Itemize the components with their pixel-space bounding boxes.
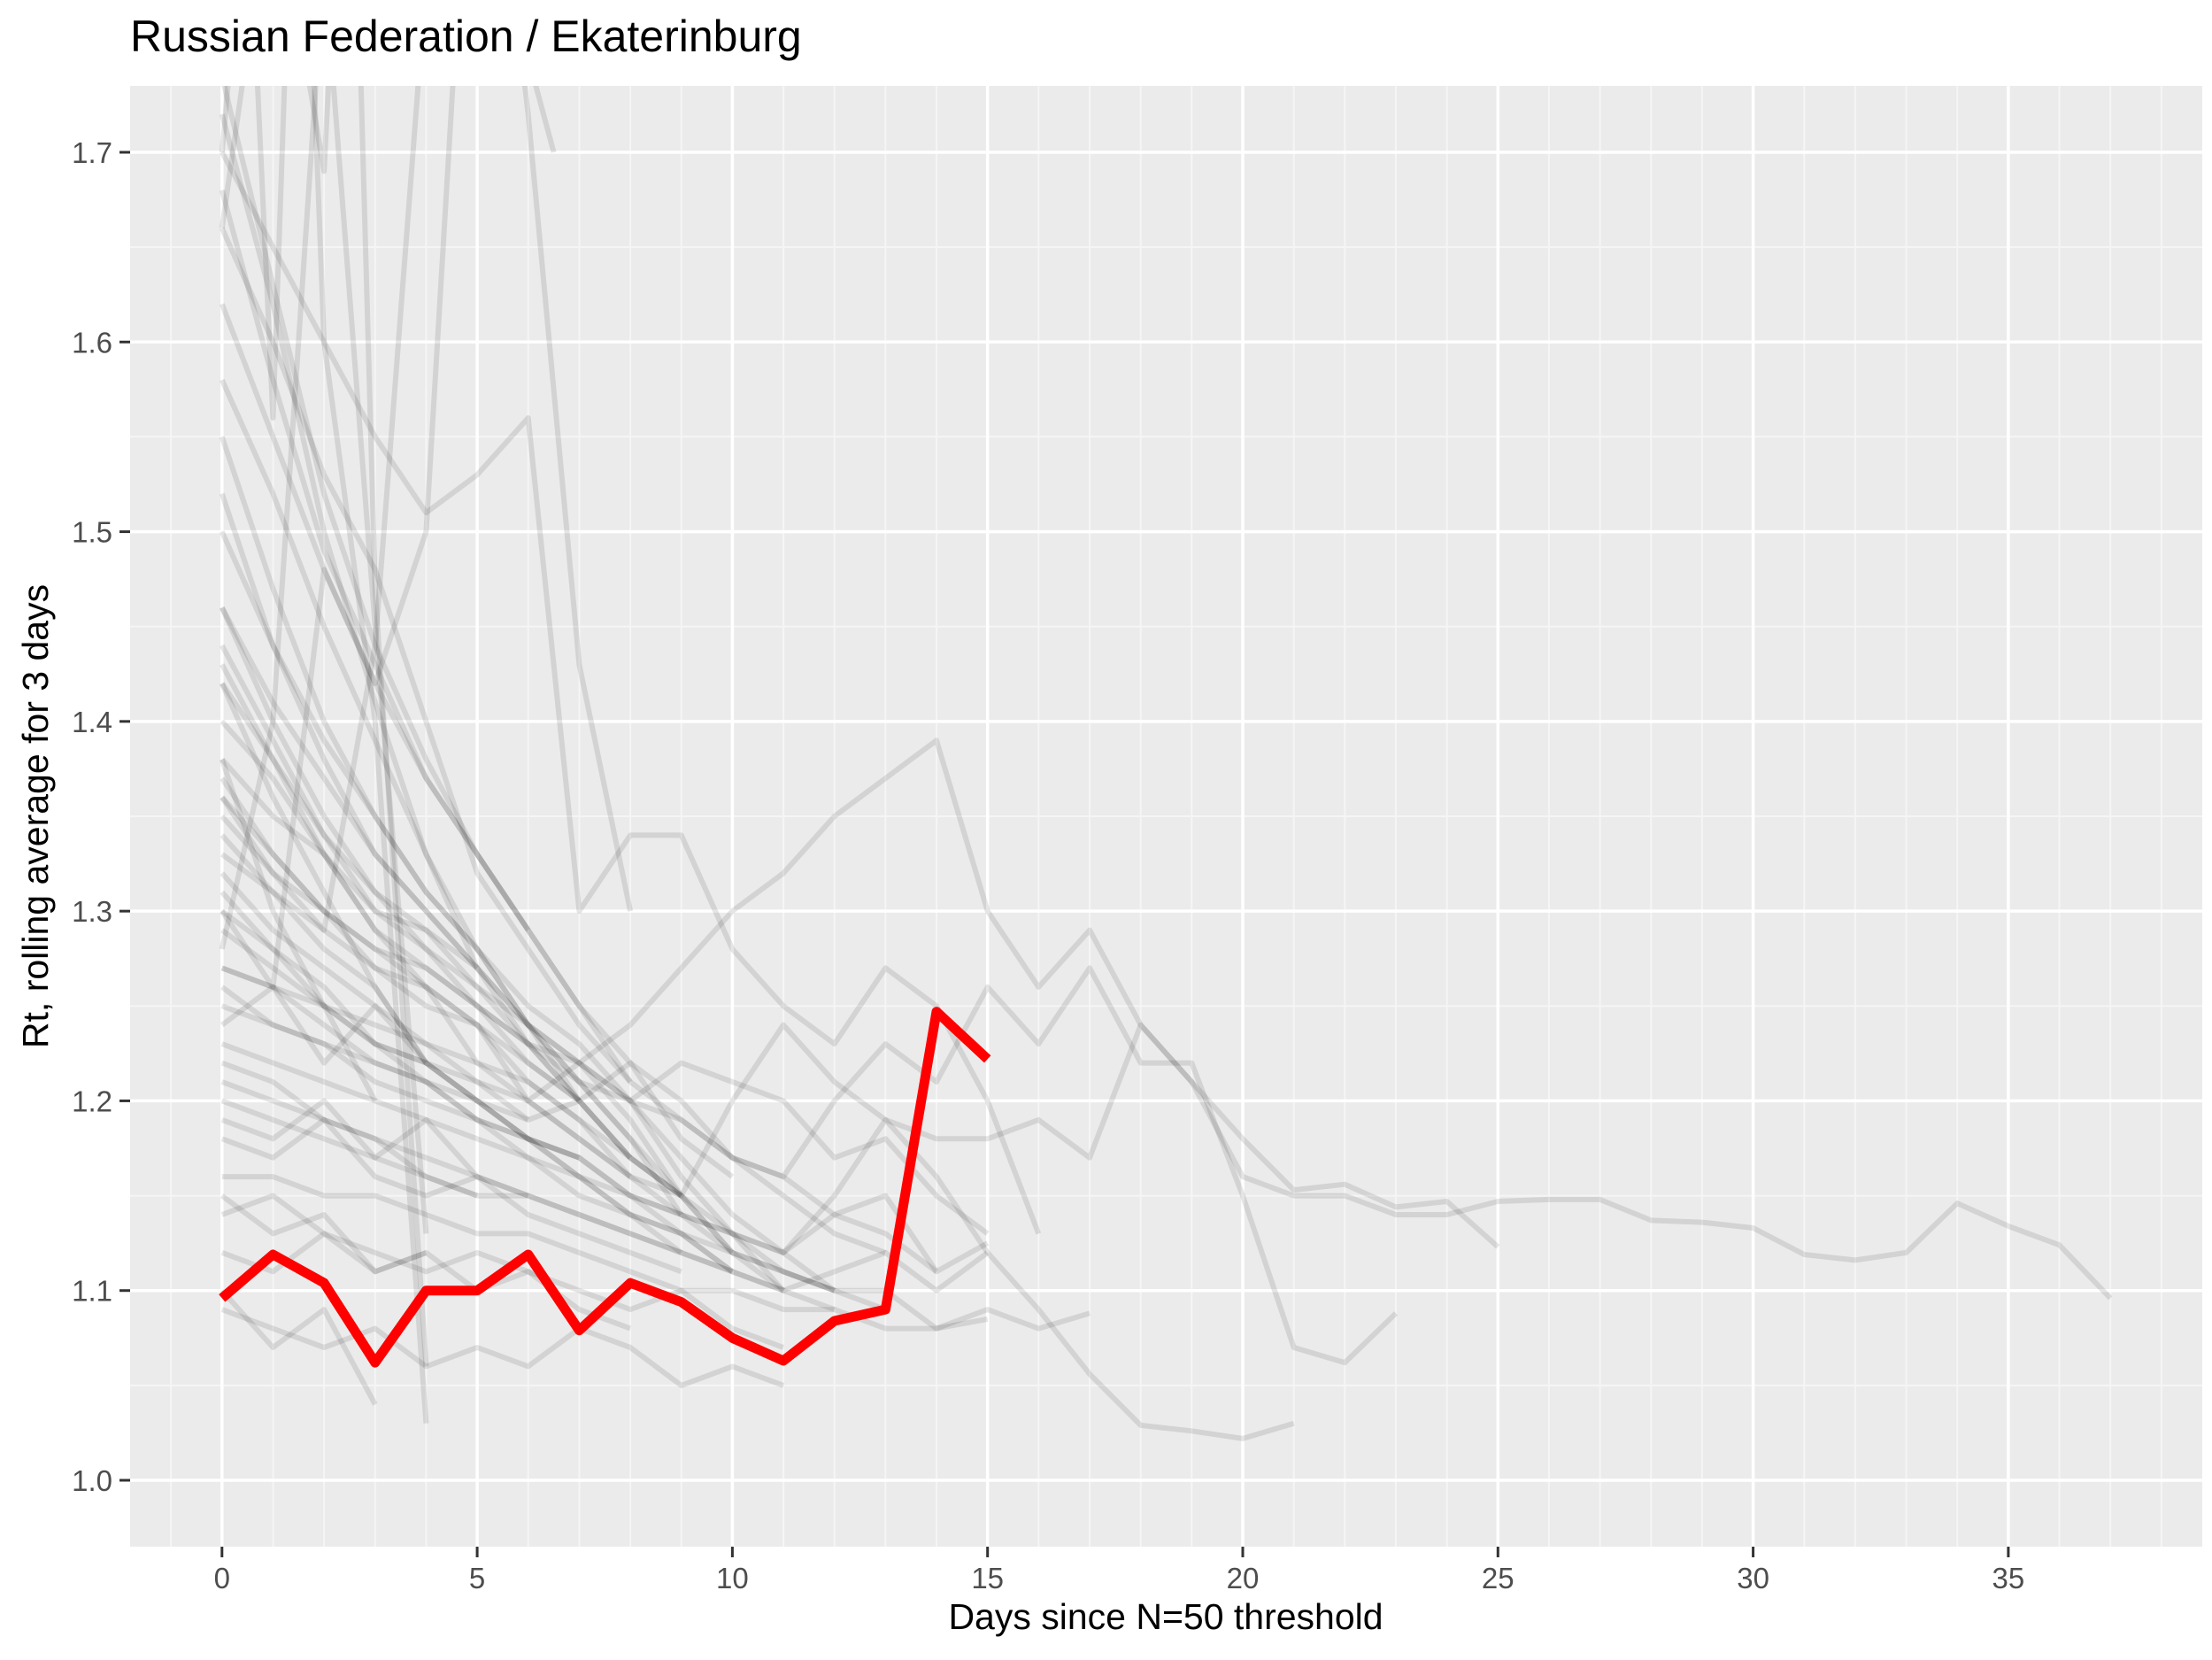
series-line: [220, 908, 632, 1179]
series-line: [220, 1098, 990, 1293]
y-tick-label: 1.0: [72, 1464, 112, 1497]
chart-title: Russian Federation / Ekaterinburg: [130, 12, 802, 61]
series-line: [220, 1307, 785, 1388]
x-tick-label: 35: [1992, 1562, 2025, 1594]
series-line: [220, 151, 1042, 1235]
series-line: [219, 436, 582, 1103]
y-tick-label: 1.3: [72, 895, 112, 928]
x-tick-label: 25: [1482, 1562, 1514, 1594]
highlight-series-line: [219, 1007, 991, 1368]
series-line: [220, 871, 530, 1123]
series-line: [220, 737, 2113, 1301]
series-line: [220, 1193, 785, 1350]
series-line: [220, 606, 990, 1236]
series-line: [220, 1193, 428, 1275]
series-line: [220, 776, 633, 1160]
y-tick-label: 1.6: [72, 326, 112, 359]
series-line: [220, 606, 684, 1216]
series-line: [219, 758, 378, 1102]
grid-major: [130, 86, 2202, 1547]
y-tick-label: 1.4: [72, 706, 112, 738]
series-line: [220, 1116, 682, 1275]
series-line: [220, 984, 683, 1255]
x-axis: 0 5 10 15 20 25 30 35: [214, 1547, 2025, 1594]
x-tick-label: 5: [469, 1562, 485, 1594]
series-line: [220, 1041, 785, 1293]
series-line: [220, 227, 887, 1255]
x-axis-label: Days since N=50 threshold: [948, 1596, 1383, 1637]
x-tick-label: 10: [716, 1562, 749, 1594]
series-line: [220, 1288, 378, 1406]
series-line: [220, 86, 634, 990]
series-line: [220, 682, 428, 1065]
series-line: [220, 1079, 734, 1275]
series-line: [220, 852, 683, 1199]
y-tick-label: 1.1: [72, 1275, 112, 1308]
series-line: [220, 814, 735, 1255]
series-line: [220, 984, 581, 1161]
series-line: [219, 86, 429, 1367]
series-line: [219, 86, 429, 1234]
series-line: [220, 833, 1399, 1366]
x-tick-label: 30: [1737, 1562, 1769, 1594]
series-line: [220, 86, 557, 933]
series-line: [220, 530, 836, 1293]
highlight-series-group: [219, 1007, 991, 1368]
y-tick-label: 1.2: [72, 1085, 112, 1117]
series-line: [220, 757, 938, 1274]
y-axis: 1.0 1.1 1.2 1.3 1.4 1.5 1.6 1.7: [72, 136, 130, 1497]
series-line: [220, 965, 735, 1274]
series-line: [219, 113, 683, 1198]
series-line: [219, 189, 531, 932]
background-series-group: [219, 86, 2113, 1441]
series-line: [220, 1098, 529, 1199]
series-line: [220, 719, 786, 1293]
y-tick-label: 1.5: [72, 516, 112, 549]
series-line: [220, 890, 836, 1293]
series-line: [220, 965, 1091, 1332]
series-line: [220, 644, 836, 1312]
series-line: [219, 303, 735, 1179]
series-line: [221, 86, 633, 1084]
series-line: [220, 1003, 990, 1275]
series-line: [219, 492, 480, 970]
series-line: [220, 1060, 479, 1199]
x-tick-label: 20: [1227, 1562, 1260, 1594]
x-tick-label: 15: [971, 1562, 1004, 1594]
series-line: [220, 378, 887, 1312]
x-tick-label: 0: [214, 1562, 230, 1594]
y-tick-label: 1.7: [72, 136, 112, 169]
series-line: [220, 928, 1295, 1441]
series-line: [220, 663, 582, 1103]
grid-minor: [130, 86, 2202, 1547]
series-line: [220, 682, 1500, 1249]
y-axis-label: Rt, rolling average for 3 days: [15, 584, 56, 1048]
series-line: [219, 86, 429, 1424]
